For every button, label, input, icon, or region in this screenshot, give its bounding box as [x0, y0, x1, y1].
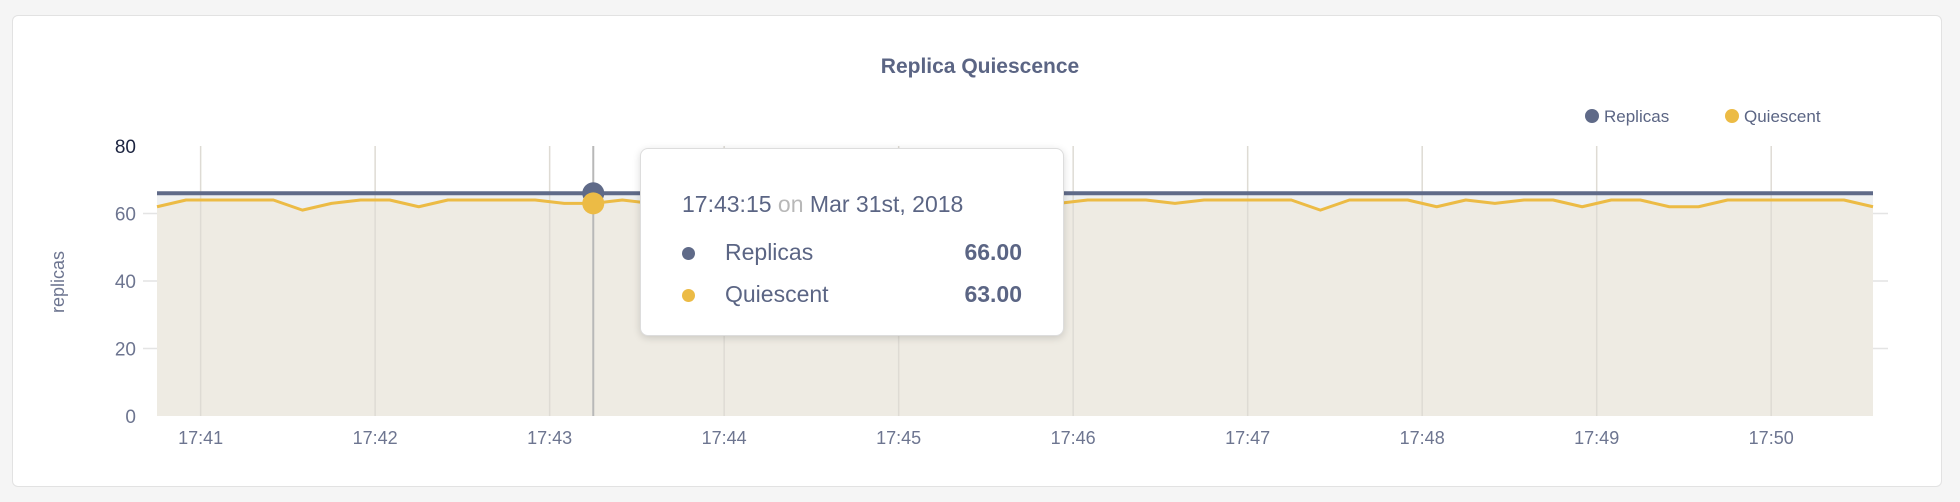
- legend-replicas-label: Replicas: [1604, 107, 1669, 126]
- tooltip-on: on: [777, 191, 804, 217]
- y-axis-label: replicas: [48, 251, 68, 313]
- quiescent-dot-icon: [682, 289, 695, 303]
- tooltip-series-name: Quiescent: [725, 281, 829, 307]
- x-tick-label: 17:44: [702, 428, 747, 448]
- legend-quiescent-dot-icon: [1725, 109, 1739, 123]
- y-tick-label: 0: [125, 407, 136, 428]
- y-tick-label: 20: [115, 340, 136, 361]
- chart-tooltip: 17:43:15 on Mar 31st, 2018 Replicas 66.0…: [640, 148, 1064, 336]
- x-tick-label: 17:45: [876, 428, 921, 448]
- chart-title: Replica Quiescence: [881, 55, 1079, 78]
- x-tick-label: 17:42: [353, 428, 398, 448]
- hover-point-quiescent: [582, 192, 605, 215]
- y-tick-label: 80: [115, 137, 136, 158]
- x-tick-label: 17:50: [1749, 428, 1794, 448]
- x-tick-label: 17:49: [1574, 428, 1619, 448]
- tooltip-date: Mar 31st, 2018: [809, 191, 964, 217]
- x-tick-label: 17:47: [1225, 428, 1270, 448]
- tooltip-time: 17:43:15: [682, 191, 772, 217]
- legend-replicas-dot-icon: [1585, 109, 1599, 123]
- tooltip-row-replicas: Replicas 66.00: [682, 239, 1022, 266]
- x-tick-label: 17:43: [527, 428, 572, 448]
- tooltip-series-value: 66.00: [964, 239, 1022, 265]
- replicas-dot-icon: [682, 247, 695, 261]
- y-tick-label: 40: [115, 272, 136, 293]
- tooltip-timestamp: 17:43:15 on Mar 31st, 2018: [682, 191, 963, 218]
- tooltip-series-value: 63.00: [964, 281, 1022, 307]
- y-tick-label: 60: [115, 205, 136, 226]
- x-tick-label: 17:41: [178, 428, 223, 448]
- tooltip-series-name: Replicas: [725, 239, 814, 265]
- legend-quiescent-label: Quiescent: [1744, 107, 1821, 126]
- x-tick-label: 17:46: [1051, 428, 1096, 448]
- tooltip-row-quiescent: Quiescent 63.00: [682, 281, 1022, 308]
- x-tick-label: 17:48: [1400, 428, 1445, 448]
